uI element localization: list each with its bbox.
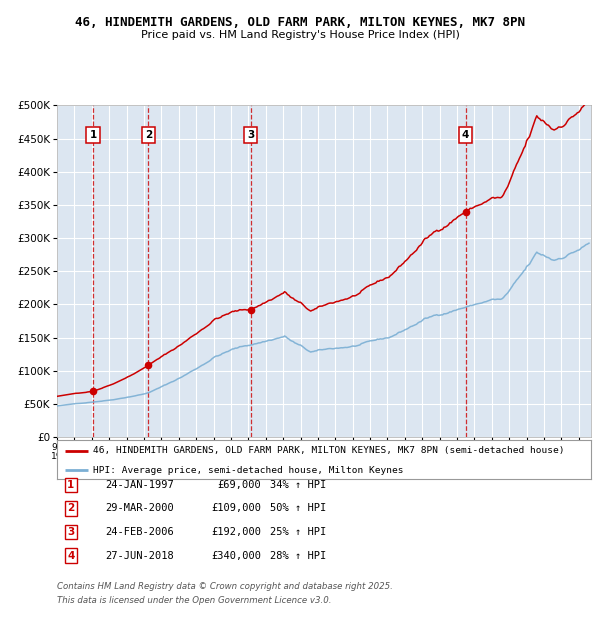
Text: 4: 4	[67, 551, 74, 560]
Text: 46, HINDEMITH GARDENS, OLD FARM PARK, MILTON KEYNES, MK7 8PN (semi-detached hous: 46, HINDEMITH GARDENS, OLD FARM PARK, MI…	[94, 446, 565, 456]
Text: 28% ↑ HPI: 28% ↑ HPI	[270, 551, 326, 560]
Text: 4: 4	[462, 130, 469, 140]
Text: 50% ↑ HPI: 50% ↑ HPI	[270, 503, 326, 513]
Text: 27-JUN-2018: 27-JUN-2018	[105, 551, 174, 560]
Text: Price paid vs. HM Land Registry's House Price Index (HPI): Price paid vs. HM Land Registry's House …	[140, 30, 460, 40]
Text: 29-MAR-2000: 29-MAR-2000	[105, 503, 174, 513]
Text: 3: 3	[67, 527, 74, 537]
Text: 25% ↑ HPI: 25% ↑ HPI	[270, 527, 326, 537]
Text: £69,000: £69,000	[217, 480, 261, 490]
Text: £109,000: £109,000	[211, 503, 261, 513]
Text: 1: 1	[89, 130, 97, 140]
Text: 24-FEB-2006: 24-FEB-2006	[105, 527, 174, 537]
Text: 34% ↑ HPI: 34% ↑ HPI	[270, 480, 326, 490]
Text: 1: 1	[67, 480, 74, 490]
Text: 24-JAN-1997: 24-JAN-1997	[105, 480, 174, 490]
Text: 46, HINDEMITH GARDENS, OLD FARM PARK, MILTON KEYNES, MK7 8PN: 46, HINDEMITH GARDENS, OLD FARM PARK, MI…	[75, 16, 525, 29]
Text: This data is licensed under the Open Government Licence v3.0.: This data is licensed under the Open Gov…	[57, 596, 331, 605]
Text: 3: 3	[247, 130, 254, 140]
Text: Contains HM Land Registry data © Crown copyright and database right 2025.: Contains HM Land Registry data © Crown c…	[57, 582, 393, 591]
Text: HPI: Average price, semi-detached house, Milton Keynes: HPI: Average price, semi-detached house,…	[94, 466, 404, 475]
Text: £340,000: £340,000	[211, 551, 261, 560]
Text: £192,000: £192,000	[211, 527, 261, 537]
Text: 2: 2	[145, 130, 152, 140]
Text: 2: 2	[67, 503, 74, 513]
